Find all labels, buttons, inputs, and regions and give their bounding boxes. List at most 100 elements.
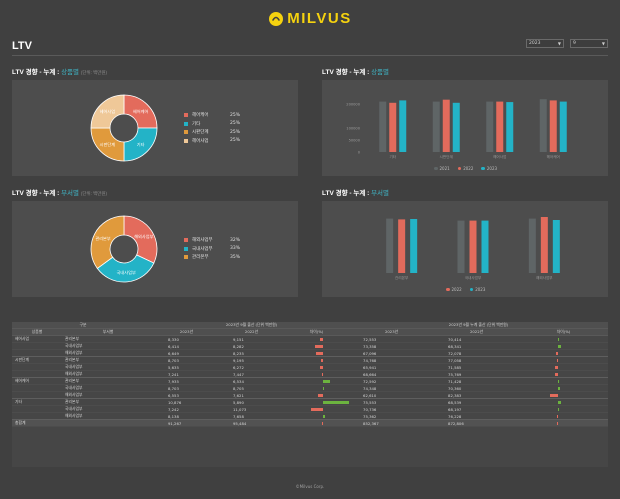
donut-slice xyxy=(96,254,155,283)
diff-cell xyxy=(519,356,609,364)
total-dept-cell xyxy=(62,419,154,427)
diff-cell xyxy=(284,398,350,406)
cum-2023-cell: 62,610 xyxy=(349,391,435,399)
diff-bar xyxy=(287,337,346,341)
value-2023-cell: 8,703 xyxy=(154,384,219,392)
table-row: 기타 관리본부 10,876 5,890 75,553 68,539 xyxy=(12,398,609,406)
value-2023-cell: 6,553 xyxy=(154,391,219,399)
cum-2023-cell: 74,348 xyxy=(349,384,435,392)
diff-bar-fill xyxy=(316,351,323,355)
month-select[interactable]: 9 ▼ xyxy=(570,39,608,48)
diff-bar xyxy=(522,358,605,362)
product-cell xyxy=(12,342,62,350)
dept-donut-panel: 해외사업부 국내사업부 관리본부 해외사업부 32% 국내사업부 33% 관리본부 35% xyxy=(12,201,298,297)
cum-2022-cell: 71,428 xyxy=(434,377,520,385)
dept-cell: 관리본부 xyxy=(62,398,154,406)
donut-slice-label: 헤어사업 xyxy=(100,108,116,115)
year-select[interactable]: 2023 ▼ xyxy=(526,39,564,48)
value-2022-cell: 7,447 xyxy=(219,370,284,378)
cum-2023-cell: 68,664 xyxy=(349,370,435,378)
cum-2022-cell: 82,383 xyxy=(434,391,520,399)
dept-donut-legend: 해외사업부 32% 국내사업부 33% 관리본부 35% xyxy=(184,236,240,262)
diff-bar-fill xyxy=(555,351,559,355)
diff-cell xyxy=(284,384,350,392)
legend-swatch xyxy=(184,113,188,118)
table-header-dept: 부서별 xyxy=(62,328,154,336)
diff-bar-fill xyxy=(557,414,559,418)
bar xyxy=(549,100,557,152)
cum-2022-cell: 72,078 xyxy=(434,349,520,357)
diff-bar xyxy=(522,365,605,369)
bar xyxy=(481,220,489,273)
panel-title-text: LTV 경향 - 누계 : xyxy=(12,69,62,76)
total-cum-2022-cell: 872,806 xyxy=(434,419,520,427)
value-2023-cell: 6,649 xyxy=(154,349,219,357)
cum-2022-cell: 68,197 xyxy=(434,405,520,413)
panel-title-accent: 상품별 xyxy=(371,69,390,76)
diff-bar-fill xyxy=(323,414,326,418)
table-row: 해외사업부 8,138 7,658 75,362 76,228 xyxy=(12,412,609,420)
bar xyxy=(389,102,397,152)
total-2023-cell: 91,267 xyxy=(154,419,219,427)
y-tick-label: 0 xyxy=(358,151,361,155)
diff-bar xyxy=(522,400,605,404)
diff-bar xyxy=(287,407,346,411)
diff-bar xyxy=(522,393,605,397)
value-2023-cell: 5,635 xyxy=(154,363,219,371)
diff-cell xyxy=(519,405,609,413)
product-cell: 헤어사업 xyxy=(12,335,62,343)
legend-dot xyxy=(446,287,450,292)
cum-2023-cell: 70,736 xyxy=(349,405,435,413)
diff-cell xyxy=(519,384,609,392)
panel-title-text: LTV 경향 - 누계 : xyxy=(12,190,62,197)
x-tick-label: 관리본부 xyxy=(395,275,409,280)
bar xyxy=(442,99,450,152)
month-select-value: 9 xyxy=(573,41,576,46)
diff-cell xyxy=(284,342,350,350)
donut-slice-label: 기타 xyxy=(137,141,145,148)
table-header-2023: 2023년 xyxy=(154,328,219,336)
legend-value: 32% xyxy=(230,237,241,243)
table-header-cum-2023: 2023년 xyxy=(349,328,435,336)
table-row: 헤어사업 관리본부 8,330 9,151 72,553 70,414 xyxy=(12,335,609,343)
table-header-2022: 2022년 xyxy=(219,328,284,336)
bar xyxy=(379,101,387,152)
product-cell: 기타 xyxy=(12,398,62,406)
table-total-row: 총합계 91,267 95,484 852,367 872,806 xyxy=(12,419,609,427)
diff-cell xyxy=(284,363,350,371)
legend-value: 25% xyxy=(230,121,241,127)
bar xyxy=(528,218,536,273)
diff-bar-fill xyxy=(321,421,323,425)
diff-cell xyxy=(284,405,350,413)
diff-bar xyxy=(287,393,346,397)
bar xyxy=(398,219,406,273)
legend-value: 33% xyxy=(230,246,241,252)
legend-value: 25% xyxy=(230,138,241,144)
donut-slice-label: 국내사업부 xyxy=(117,269,136,276)
legend-item: 헤어사업 25% xyxy=(184,137,240,146)
panel-title-text: LTV 경향 - 누계 : xyxy=(322,190,372,197)
value-2023-cell: 6,414 xyxy=(154,342,219,350)
product-bar-panel: 200000 100000 50000 0 기타 시판단계 헤어사업 헤어케어 2021 202… xyxy=(322,80,608,176)
cum-2023-cell: 65,941 xyxy=(349,363,435,371)
diff-bar xyxy=(522,351,605,355)
panel-title-unit: (단위: 백만원) xyxy=(80,70,108,75)
diff-bar xyxy=(287,421,346,425)
cum-2022-cell: 77,058 xyxy=(434,356,520,364)
x-tick-label: 국내사업부 xyxy=(465,275,482,280)
diff-bar-fill xyxy=(554,372,559,376)
bar xyxy=(540,217,548,273)
diff-cell xyxy=(519,370,609,378)
diff-bar-fill xyxy=(323,379,331,383)
table-header-product: 상품별 xyxy=(12,328,62,336)
value-2022-cell: 9,195 xyxy=(219,356,284,364)
bar xyxy=(559,101,567,152)
bar xyxy=(457,220,465,273)
legend-value: 35% xyxy=(230,254,241,260)
diff-bar-fill xyxy=(322,372,323,376)
product-cell xyxy=(12,363,62,371)
table-header-cum-diff: 차이(%) xyxy=(519,328,609,336)
legend-dot xyxy=(469,287,474,292)
panel-title-accent: 상품별 xyxy=(61,69,80,76)
